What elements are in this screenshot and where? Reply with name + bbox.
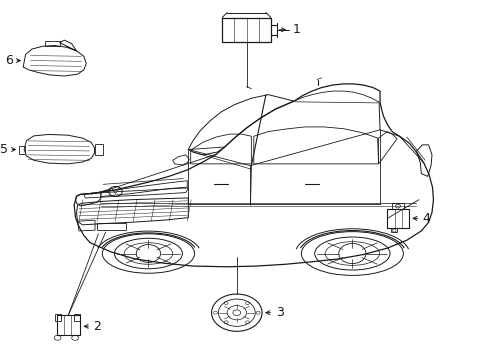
Text: 5: 5 xyxy=(0,143,8,156)
Text: 3: 3 xyxy=(276,306,284,319)
Bar xyxy=(95,144,103,155)
Text: 2: 2 xyxy=(94,320,101,333)
Text: 6: 6 xyxy=(5,54,13,67)
Bar xyxy=(19,146,25,154)
Bar xyxy=(97,223,126,230)
Bar xyxy=(57,315,80,335)
Text: 1: 1 xyxy=(293,23,300,36)
Bar xyxy=(45,41,60,46)
Text: 4: 4 xyxy=(423,212,431,225)
Bar xyxy=(74,314,80,320)
Bar xyxy=(391,228,397,232)
Bar xyxy=(55,314,61,320)
Bar xyxy=(387,209,409,228)
Bar xyxy=(392,203,404,209)
